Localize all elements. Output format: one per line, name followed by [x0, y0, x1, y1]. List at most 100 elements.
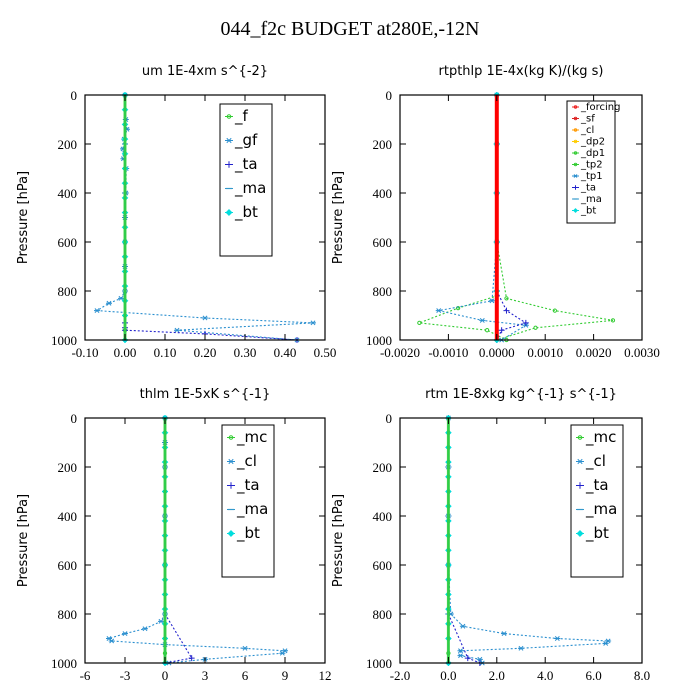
x-tick-label: -3	[120, 668, 131, 683]
y-tick-label: 0	[386, 411, 393, 426]
legend-marker	[225, 161, 233, 168]
x-tick-label: -6	[80, 668, 91, 683]
x-tick-label: 12	[319, 668, 332, 683]
legend-marker	[227, 458, 235, 465]
legend-entry: _bt	[234, 203, 258, 222]
legend-entry: _f	[234, 107, 249, 126]
data-point-dp1	[417, 320, 422, 326]
legend-entry: _ta	[585, 476, 609, 495]
legend-marker	[227, 529, 235, 538]
series-line-tp1	[438, 95, 528, 341]
series-group	[106, 414, 288, 667]
plot-frame	[84, 94, 326, 341]
data-point-cl	[501, 631, 508, 637]
y-tick-label: 600	[58, 558, 78, 573]
y-tick-label: 200	[58, 460, 78, 475]
data-point-gf	[106, 300, 112, 306]
x-tick-label: 0.00	[114, 345, 137, 360]
x-tick-label: 8.0	[634, 668, 650, 683]
data-point-cl	[142, 626, 148, 632]
y-tick-label: 1000	[51, 333, 77, 348]
x-tick-label: 0.30	[234, 345, 257, 360]
x-tick-label: 0.20	[194, 345, 217, 360]
x-tick-label: 0.0020	[576, 345, 612, 360]
y-axis-label: Pressure [hPa]	[16, 494, 31, 587]
plot-frame	[399, 94, 643, 341]
data-point-tp1	[479, 317, 486, 323]
x-tick-label: 6	[242, 668, 249, 683]
y-tick-label: 800	[58, 284, 78, 299]
legend-entry: _ta	[580, 183, 596, 194]
y-tick-label: 800	[373, 607, 393, 622]
legend-entry: _cl	[236, 452, 257, 471]
legend-entry: _mc	[236, 428, 267, 447]
legend-marker	[577, 435, 583, 440]
series-group	[445, 414, 612, 667]
x-tick-label: 3	[202, 668, 209, 683]
legend-marker	[576, 458, 584, 465]
y-tick-label: 600	[58, 235, 78, 250]
data-point-cl	[554, 636, 561, 641]
legend-marker	[573, 128, 578, 132]
chart-panel-4: rtm 1E-8xkg kg^{-1} s^{-1} Pressure [hPa]…	[331, 387, 650, 683]
y-tick-label: 200	[373, 137, 393, 152]
legend: _forcing_sf_cl_dp2_dp1_tp2_tp1_ta_ma_bt	[566, 100, 621, 224]
chart-panel-1: um 1E-4xm s^{-2} Pressure [hPa] -0.10 0.00 0…	[16, 64, 336, 360]
legend-marker	[225, 208, 233, 217]
data-point-ta	[498, 327, 505, 334]
legend-box	[570, 424, 624, 578]
data-point-tp1	[435, 308, 442, 314]
legend-box	[219, 103, 273, 257]
y-tick-label: 1000	[51, 656, 77, 671]
x-tick-label: 4.0	[537, 668, 553, 683]
legend-entry: _mc	[585, 428, 616, 447]
x-tick-label: 0.40	[274, 345, 297, 360]
figure-title: 044_f2c BUDGET at280E,-12N	[220, 18, 480, 40]
y-tick-label: 800	[373, 284, 393, 299]
data-point-gf	[118, 295, 124, 301]
legend-marker	[573, 151, 578, 155]
chart-panel-3: thlm 1E-5xK s^{-1} Pressure [hPa] -6 -3 0 3 6 9…	[16, 387, 332, 683]
legend-entry: _bt	[580, 206, 596, 217]
data-point-cl	[518, 645, 524, 651]
x-tick-label: 0.10	[154, 345, 177, 360]
data-point-tp2	[533, 325, 538, 330]
data-point-ta	[503, 307, 510, 314]
y-tick-label: 400	[373, 186, 393, 201]
legend: _f _gf _ta _ma _bt	[219, 103, 273, 257]
legend-box	[566, 100, 616, 224]
series-group	[94, 91, 316, 344]
y-tick-label: 200	[58, 137, 78, 152]
plot-frame	[84, 417, 326, 664]
legend-entry: _bt	[585, 524, 609, 543]
x-tick-label: 0.0010	[527, 345, 563, 360]
x-tick-label: 0.0	[440, 668, 456, 683]
data-point-dp1	[484, 328, 490, 333]
data-point-gf	[310, 320, 316, 326]
y-tick-label: 400	[58, 509, 78, 524]
legend-entry: _ma	[580, 194, 602, 205]
data-point-gf	[202, 315, 208, 321]
legend-entry: _ma	[585, 500, 617, 519]
legend-entry: _gf	[234, 131, 258, 150]
legend-marker	[573, 162, 578, 167]
y-tick-label: 600	[373, 558, 393, 573]
x-tick-label: 0.0000	[479, 345, 515, 360]
y-tick-label: 600	[373, 235, 393, 250]
panel-title: rtm 1E-8xkg kg^{-1} s^{-1}	[425, 387, 617, 402]
data-point-cl	[602, 640, 609, 646]
legend-marker	[573, 116, 578, 121]
legend-entry: _dp1	[580, 148, 605, 159]
legend-marker	[228, 435, 234, 440]
legend-marker	[573, 185, 578, 190]
y-tick-label: 1000	[366, 333, 392, 348]
data-point-cl	[457, 653, 464, 659]
legend-marker	[573, 174, 578, 178]
data-point-ta	[464, 655, 471, 662]
series-line-dp1	[419, 95, 507, 341]
legend-entry: _tp1	[580, 171, 603, 182]
data-point-gf	[174, 327, 180, 333]
data-point-cl	[459, 623, 466, 629]
x-tick-label: 6.0	[585, 668, 601, 683]
